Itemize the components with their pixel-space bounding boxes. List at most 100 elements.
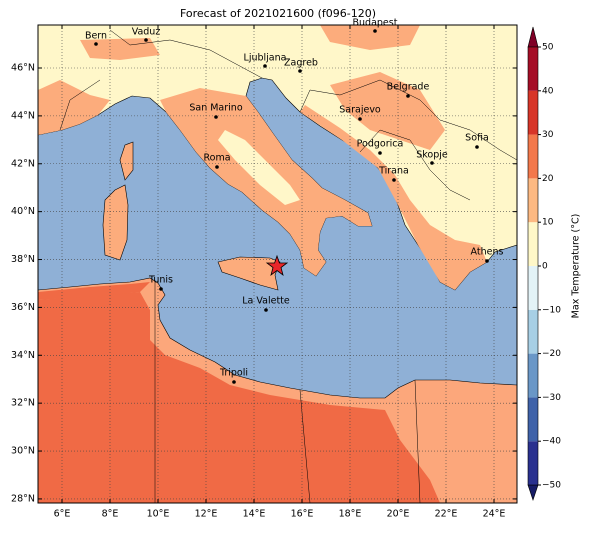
italy-interior — [218, 130, 300, 205]
city: San Marino — [189, 103, 243, 119]
city-label: Roma — [203, 153, 230, 164]
y-tick-label: 38°N — [11, 254, 35, 265]
city-label: Belgrade — [387, 82, 430, 93]
forecast-point-star — [265, 254, 289, 277]
colorbar-bin — [528, 309, 538, 354]
city: Belgrade — [387, 82, 430, 98]
city-dot — [144, 38, 148, 42]
colorbar-bin — [528, 441, 538, 485]
city: Tunis — [148, 275, 173, 291]
x-tick-label: 10°E — [147, 509, 170, 520]
colorbar-tick-label: −10 — [542, 305, 561, 315]
colorbar-bin — [528, 397, 538, 442]
colorbar-bin — [528, 353, 538, 398]
sicily — [217, 256, 281, 291]
city-label: Ljubljana — [244, 53, 287, 64]
corsica — [119, 141, 134, 181]
colorbar-extend-max — [527, 26, 539, 48]
map — [38, 25, 517, 503]
balkan-coast-warm — [300, 105, 487, 290]
y-tick-label: 30°N — [11, 446, 35, 457]
north-warm — [320, 25, 420, 50]
city-dot — [263, 64, 267, 68]
y-tick-label: 34°N — [11, 350, 35, 361]
y-tick-label: 32°N — [11, 398, 35, 409]
city-dot — [232, 380, 236, 384]
city: Podgorica — [357, 139, 404, 155]
city-label: Athens — [471, 247, 504, 258]
city-label: Podgorica — [357, 139, 404, 150]
y-tick-label: 40°N — [11, 206, 35, 217]
city: Ljubljana — [244, 53, 287, 68]
city-label: San Marino — [189, 103, 242, 114]
city-label: Tirana — [378, 166, 409, 177]
city-label: Zagreb — [284, 58, 318, 69]
y-tick-label: 28°N — [11, 493, 35, 504]
x-tick-label: 12°E — [195, 509, 218, 520]
y-tick-label: 36°N — [11, 302, 35, 313]
colorbar-label: Max Temperature (°C) — [571, 214, 582, 319]
france-warm — [38, 80, 110, 135]
borders — [59, 29, 517, 503]
city: Skopje — [416, 150, 448, 165]
city-dot — [159, 287, 163, 291]
colorbar: −50 −40 −30 −20 −10 0 10 20 30 40 50 — [527, 26, 561, 501]
city: Sofia — [465, 133, 489, 149]
x-tick-label: 22°E — [435, 509, 458, 520]
city-dot — [373, 29, 377, 33]
y-tick-label: 44°N — [11, 110, 35, 121]
city: Tirana — [378, 166, 409, 182]
x-tick-label: 24°E — [483, 509, 506, 520]
city-label: Tripoli — [219, 368, 248, 379]
city-dot — [485, 259, 489, 263]
city-label: Sofia — [465, 133, 489, 144]
graticule — [38, 25, 517, 503]
city-label: Budapest — [353, 18, 398, 29]
city-dot — [475, 145, 479, 149]
city-dot — [264, 308, 268, 312]
colorbar-tick-label: 30 — [542, 130, 554, 140]
city: Bern — [85, 31, 107, 46]
x-tick-label: 20°E — [387, 509, 410, 520]
y-tick-label: 46°N — [11, 63, 35, 74]
sardinia — [102, 184, 129, 261]
city-dot — [378, 151, 382, 155]
city: Athens — [471, 247, 504, 263]
city: Sarajevo — [339, 105, 381, 121]
city: La Valette — [242, 296, 290, 312]
city-dot — [358, 117, 362, 121]
city-label: Vaduz — [132, 27, 161, 38]
colorbar-bin — [528, 47, 538, 91]
city-label: Bern — [85, 31, 107, 42]
colorbar-bin — [528, 134, 538, 179]
title: Forecast of 2021021600 (f096-120) — [180, 7, 376, 20]
y-tick-label: 42°N — [11, 158, 35, 169]
city: Tripoli — [219, 368, 248, 384]
city-dot — [298, 69, 302, 73]
colorbar-tick-label: −30 — [542, 393, 561, 403]
tunisia-hot — [38, 282, 150, 300]
city-dot — [392, 178, 396, 182]
city-dot — [430, 161, 434, 165]
x-tick-label: 14°E — [243, 509, 266, 520]
city-label: Tunis — [148, 275, 173, 286]
colorbar-bin — [528, 222, 538, 266]
city: Zagreb — [284, 58, 318, 73]
city-dot — [214, 115, 218, 119]
colorbar-tick-label: 50 — [542, 43, 554, 53]
border-lines — [59, 29, 517, 503]
x-tick-label: 18°E — [339, 509, 362, 520]
colorbar-bin — [528, 178, 538, 223]
x-tick-label: 6°E — [54, 509, 71, 520]
city-label: Skopje — [416, 150, 448, 161]
city: Budapest — [353, 18, 398, 33]
x-tick-label: 16°E — [291, 509, 314, 520]
colorbar-bin — [528, 90, 538, 135]
colorbar-tick-label: 10 — [542, 218, 554, 228]
colorbar-tick-label: −20 — [542, 349, 561, 359]
city: Roma — [203, 153, 231, 169]
city-label: Sarajevo — [339, 105, 381, 116]
colorbar-extend-min — [527, 484, 539, 501]
map-frame — [37, 24, 518, 504]
